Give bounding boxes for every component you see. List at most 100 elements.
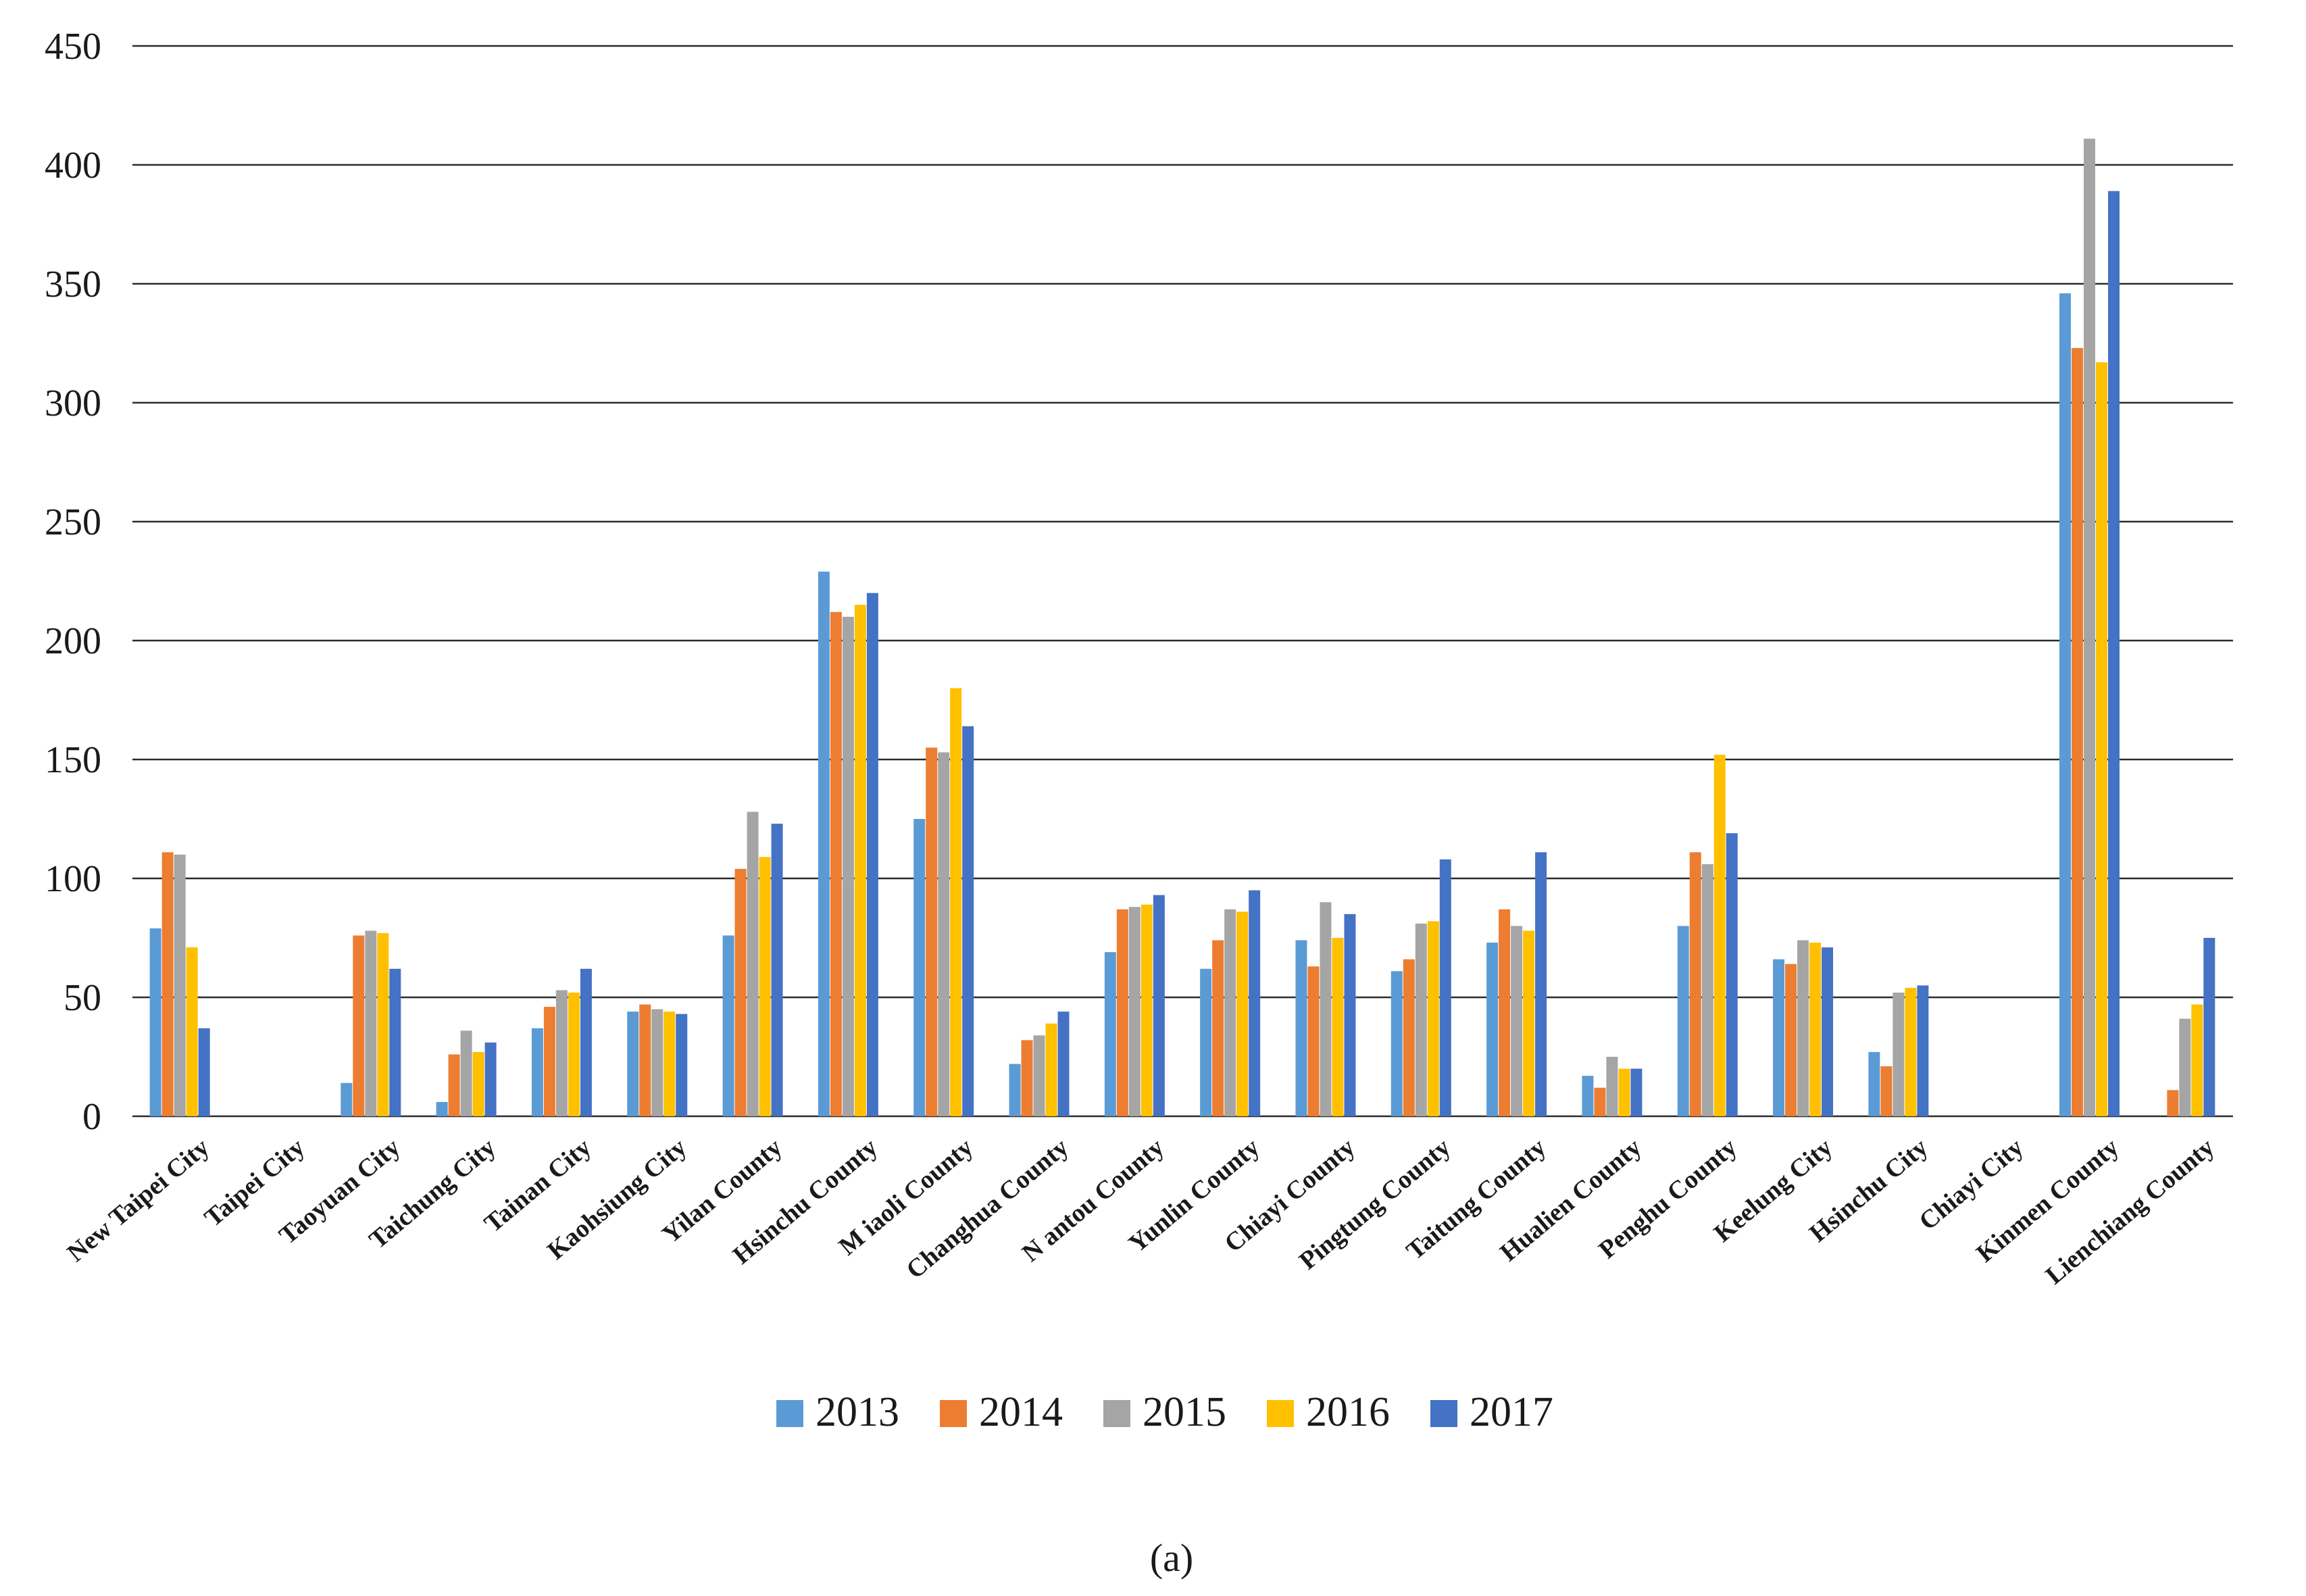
bar-2017	[676, 1014, 688, 1116]
y-tick-label: 400	[45, 145, 101, 186]
bar-2014	[1594, 1087, 1606, 1116]
legend-swatch-2013	[776, 1400, 803, 1427]
bar-2016	[759, 857, 771, 1116]
y-tick-label: 200	[45, 620, 101, 662]
bar-2015	[1033, 1035, 1045, 1116]
bar-2015	[1797, 940, 1809, 1116]
bar-2013	[2059, 293, 2072, 1117]
bar-2017	[866, 593, 878, 1116]
bar-2015	[365, 930, 377, 1116]
bar-2015	[1511, 926, 1523, 1116]
bar-2014	[1785, 964, 1797, 1116]
bar-2014	[1499, 909, 1511, 1116]
bar-2013	[149, 928, 161, 1116]
bar-2013	[1104, 952, 1116, 1116]
bar-2014	[926, 747, 938, 1116]
y-tick-label: 300	[45, 382, 101, 424]
bar-2014	[543, 1007, 555, 1116]
y-tick-label: 50	[64, 977, 101, 1019]
bar-2013	[818, 571, 830, 1116]
bar-2017	[1057, 1012, 1070, 1116]
bar-2014	[353, 935, 365, 1116]
bar-2014	[2167, 1090, 2179, 1116]
x-tick-label: New Taipei City	[62, 1133, 215, 1268]
bar-2013	[722, 935, 734, 1116]
bar-2017	[580, 968, 592, 1116]
bar-2014	[1880, 1066, 1893, 1116]
bar-2017	[962, 726, 974, 1116]
bar-2017	[1822, 947, 1834, 1116]
legend-swatch-2016	[1267, 1400, 1294, 1427]
bar-2015	[2084, 139, 2096, 1116]
bar-2015	[1701, 864, 1713, 1116]
bar-2016	[854, 605, 866, 1116]
x-tick-label: Lienchiang County	[2040, 1133, 2220, 1290]
bars	[149, 139, 2215, 1117]
bar-2013	[436, 1101, 448, 1116]
bar-2015	[174, 854, 186, 1116]
bar-2016	[1713, 754, 1726, 1116]
bar-2013	[341, 1082, 353, 1116]
bar-2016	[377, 932, 389, 1116]
bar-2016	[1045, 1023, 1057, 1116]
bar-2015	[1606, 1057, 1618, 1116]
bar-2016	[1618, 1068, 1630, 1116]
bar-2014	[2072, 348, 2084, 1116]
bar-2017	[771, 824, 783, 1116]
gridlines	[132, 45, 2233, 1118]
bar-2013	[1295, 940, 1307, 1116]
bar-2013	[531, 1028, 543, 1116]
bar-2016	[568, 992, 580, 1116]
bar-2017	[1726, 833, 1738, 1116]
bar-2013	[1390, 971, 1403, 1116]
bar-2016	[950, 688, 962, 1116]
bar-2014	[1021, 1040, 1033, 1116]
bar-2017	[1249, 890, 1261, 1116]
bar-2017	[484, 1042, 497, 1116]
y-tick-label: 250	[45, 501, 101, 543]
bar-2017	[1535, 852, 1547, 1116]
bar-2014	[1116, 909, 1128, 1116]
bar-2013	[1200, 968, 1212, 1116]
bar-2013	[1009, 1064, 1021, 1116]
bar-2017	[1344, 914, 1356, 1116]
bar-2013	[1868, 1051, 1880, 1116]
bar-2015	[747, 812, 759, 1116]
bar-2014	[1403, 959, 1415, 1116]
bar-2014	[448, 1054, 460, 1116]
bar-2013	[1582, 1076, 1594, 1116]
figure-caption: (a)	[1150, 1536, 1193, 1580]
bar-2013	[627, 1012, 639, 1116]
y-tick-label: 100	[45, 858, 101, 900]
bar-2015	[1224, 909, 1236, 1116]
bar-2016	[1236, 912, 1249, 1116]
bar-2015	[460, 1030, 472, 1116]
bar-2015	[842, 616, 854, 1116]
x-tick-label: Changhua County	[901, 1133, 1074, 1285]
bar-2016	[2191, 1004, 2203, 1116]
bar-2017	[389, 968, 401, 1116]
bar-2014	[161, 852, 174, 1116]
legend-label-2014: 2014	[979, 1389, 1063, 1435]
legend: 2013 2014 2015 2016 2017	[776, 1389, 1553, 1435]
bar-2016	[1523, 930, 1535, 1116]
legend-swatch-2014	[940, 1400, 967, 1427]
legend-label-2015: 2015	[1143, 1389, 1226, 1435]
legend-label-2016: 2016	[1306, 1389, 1390, 1435]
bar-2017	[198, 1028, 210, 1116]
bar-2015	[651, 1009, 663, 1116]
bar-2016	[1427, 921, 1439, 1116]
y-tick-label: 350	[45, 264, 101, 305]
legend-label-2013: 2013	[816, 1389, 899, 1435]
bar-2015	[555, 990, 568, 1116]
bar-2013	[1677, 926, 1689, 1116]
bar-2013	[913, 819, 926, 1116]
bar-2017	[1439, 859, 1451, 1116]
bar-2017	[1153, 895, 1165, 1116]
bar-2015	[1128, 907, 1141, 1116]
y-axis-ticks: 0 50 100 150 200 250 300 350 400 450	[45, 26, 101, 1138]
bar-2014	[830, 612, 842, 1116]
bar-2016	[186, 947, 198, 1116]
bar-2015	[2179, 1018, 2191, 1116]
